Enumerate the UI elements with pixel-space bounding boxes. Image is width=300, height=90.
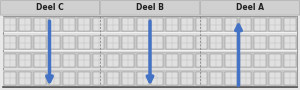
Bar: [49, 18, 60, 31]
Bar: [34, 18, 46, 31]
Bar: [137, 18, 148, 31]
Bar: [93, 36, 104, 49]
Bar: [78, 54, 90, 67]
Bar: [240, 54, 251, 67]
Bar: [152, 18, 163, 31]
FancyBboxPatch shape: [200, 1, 300, 15]
Bar: [269, 72, 281, 85]
Bar: [284, 18, 296, 31]
Text: Deel B: Deel B: [136, 3, 164, 12]
Text: Deel C: Deel C: [36, 3, 64, 12]
Bar: [269, 18, 281, 31]
Bar: [225, 18, 237, 31]
Bar: [78, 36, 90, 49]
Bar: [181, 72, 193, 85]
Bar: [284, 54, 296, 67]
Bar: [196, 54, 207, 67]
Bar: [240, 72, 251, 85]
Bar: [181, 36, 193, 49]
Bar: [107, 72, 119, 85]
Bar: [78, 72, 90, 85]
Bar: [4, 18, 16, 31]
Bar: [254, 72, 266, 85]
Bar: [225, 54, 237, 67]
Bar: [122, 72, 134, 85]
FancyBboxPatch shape: [0, 1, 100, 15]
Bar: [269, 36, 281, 49]
Bar: [19, 72, 31, 85]
Bar: [19, 54, 31, 67]
Bar: [78, 18, 90, 31]
Text: Deel A: Deel A: [236, 3, 264, 12]
Bar: [240, 18, 251, 31]
Bar: [63, 54, 75, 67]
Bar: [3, 70, 297, 86]
Bar: [93, 54, 104, 67]
FancyBboxPatch shape: [100, 1, 200, 15]
Bar: [107, 36, 119, 49]
Bar: [34, 72, 46, 85]
Bar: [137, 36, 148, 49]
Bar: [4, 72, 16, 85]
Bar: [107, 18, 119, 31]
Bar: [254, 54, 266, 67]
Bar: [49, 36, 60, 49]
Bar: [122, 54, 134, 67]
Bar: [269, 54, 281, 67]
Bar: [122, 18, 134, 31]
Bar: [3, 52, 297, 68]
Bar: [254, 36, 266, 49]
Bar: [137, 54, 148, 67]
Bar: [166, 18, 178, 31]
Bar: [49, 54, 60, 67]
Bar: [284, 72, 296, 85]
Bar: [152, 72, 163, 85]
Bar: [166, 54, 178, 67]
Bar: [166, 36, 178, 49]
Bar: [63, 36, 75, 49]
Bar: [137, 72, 148, 85]
Bar: [210, 54, 222, 67]
Bar: [63, 72, 75, 85]
Bar: [3, 16, 297, 87]
Bar: [152, 54, 163, 67]
Bar: [3, 35, 297, 50]
Bar: [19, 36, 31, 49]
Bar: [225, 72, 237, 85]
Bar: [181, 54, 193, 67]
Bar: [210, 36, 222, 49]
Bar: [93, 18, 104, 31]
Bar: [210, 72, 222, 85]
Bar: [107, 54, 119, 67]
Bar: [93, 72, 104, 85]
Bar: [122, 36, 134, 49]
Bar: [3, 17, 297, 32]
Bar: [152, 36, 163, 49]
Bar: [240, 36, 251, 49]
Bar: [34, 36, 46, 49]
Bar: [284, 36, 296, 49]
Bar: [196, 36, 207, 49]
Bar: [196, 18, 207, 31]
Bar: [63, 18, 75, 31]
Bar: [166, 72, 178, 85]
Bar: [4, 36, 16, 49]
Bar: [34, 54, 46, 67]
Bar: [210, 18, 222, 31]
Bar: [196, 72, 207, 85]
Bar: [181, 18, 193, 31]
Bar: [4, 54, 16, 67]
Bar: [19, 18, 31, 31]
Bar: [225, 36, 237, 49]
Bar: [254, 18, 266, 31]
Bar: [49, 72, 60, 85]
